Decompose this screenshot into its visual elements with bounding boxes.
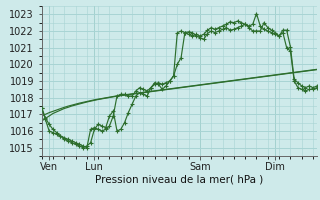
X-axis label: Pression niveau de la mer( hPa ): Pression niveau de la mer( hPa ) — [95, 174, 263, 184]
